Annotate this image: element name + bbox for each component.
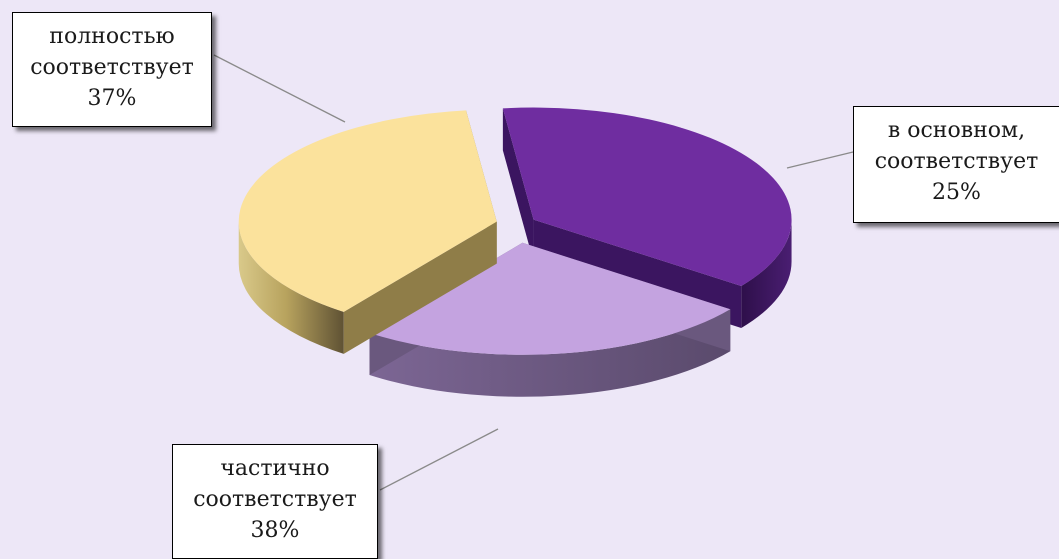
leader-mostly: [786, 151, 854, 169]
callout-fully-line2: соответствует: [30, 55, 194, 80]
slice-fully-side: [741, 219, 792, 328]
leader-fully: [213, 54, 346, 123]
callout-partially-line2: соответствует: [193, 487, 357, 512]
callout-mostly-matches: в основном, соответствует 25%: [853, 106, 1059, 223]
callout-partially-line1: частично: [220, 456, 330, 481]
slice-partially: [238, 110, 497, 354]
slice-partially-cut-0: [343, 221, 497, 354]
callout-mostly-line2: соответствует: [874, 149, 1039, 174]
slice-fully-top: [502, 107, 792, 286]
callout-partially-percent: 38%: [250, 518, 300, 543]
slice-mostly-side: [369, 309, 731, 397]
slice-mostly-top: [369, 242, 731, 355]
slice-partially-side: [238, 221, 344, 354]
callout-fully-matches: полностью соответствует 37%: [12, 12, 212, 127]
slice-mostly: [369, 242, 731, 397]
callout-fully-percent: 37%: [87, 86, 137, 111]
callout-mostly-line1: в основном,: [887, 118, 1026, 143]
slice-partially-top: [238, 110, 497, 312]
leader-partially: [379, 428, 499, 491]
callout-fully-line1: полностью: [49, 24, 175, 49]
callout-partially-matches: частично соответствует 38%: [172, 444, 378, 559]
callout-mostly-percent: 25%: [932, 180, 981, 205]
slice-fully-cut-0: [502, 108, 534, 262]
